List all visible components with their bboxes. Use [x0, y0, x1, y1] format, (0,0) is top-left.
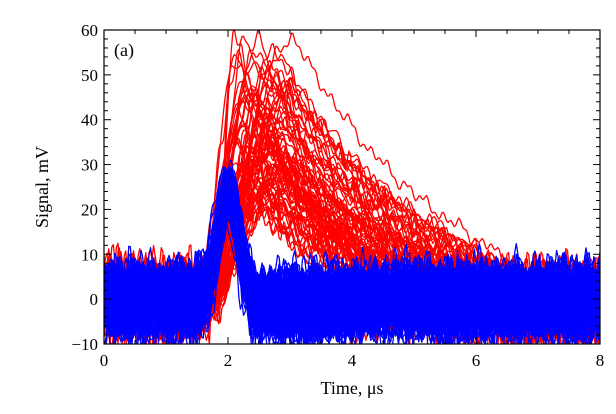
blue-trace: [104, 193, 600, 310]
y-axis-label: Signal, mV: [32, 146, 52, 228]
x-tick-labels: 0 2 4 6 8: [100, 351, 605, 370]
y-tick-label: −10: [71, 335, 98, 354]
y-tick-label: 10: [81, 245, 98, 264]
y-tick-label: 20: [81, 200, 98, 219]
blue-trace: [104, 179, 600, 344]
x-tick-label: 4: [348, 351, 357, 370]
axis-ticks: [103, 29, 601, 345]
y-tick-label: 50: [81, 66, 98, 85]
y-tick-labels: −10 0 10 20 30 40 50 60: [71, 21, 98, 354]
x-tick-label: 2: [224, 351, 233, 370]
blue-traces: [104, 159, 600, 344]
x-axis-label: Time, μs: [320, 378, 383, 398]
panel-label: (a): [114, 40, 134, 61]
x-tick-label: 0: [100, 351, 109, 370]
blue-trace: [104, 205, 600, 323]
y-tick-label: 30: [81, 156, 98, 175]
y-tick-label: 0: [90, 290, 99, 309]
y-tick-label: 60: [81, 21, 98, 40]
y-tick-label: 40: [81, 111, 98, 130]
x-tick-label: 8: [596, 351, 605, 370]
x-tick-label: 6: [472, 351, 481, 370]
